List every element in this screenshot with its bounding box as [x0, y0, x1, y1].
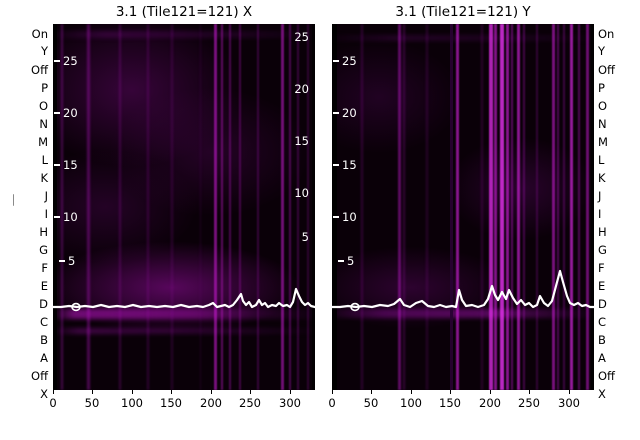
ytick-left-mirror-20: 20	[294, 82, 309, 96]
panel-left: 25 20 15 10 5 0	[53, 24, 315, 390]
ytick-left-25: 25	[63, 54, 78, 68]
cat-left-18: A	[40, 351, 48, 365]
cat-right-17: B	[598, 333, 606, 347]
ytick-left-mirror-10: 10	[294, 186, 309, 200]
cat-left-5: N	[39, 117, 48, 131]
cat-left-14: E	[40, 279, 48, 293]
cat-right-18: A	[598, 351, 606, 365]
ytick-right-25: 25	[342, 54, 357, 68]
xtick-left-200: 200	[200, 396, 222, 410]
ytick-right-10: 10	[342, 210, 357, 224]
cat-left-7: L	[41, 153, 48, 167]
cat-left-11: H	[39, 225, 48, 239]
xtick-right-300: 300	[558, 396, 580, 410]
cat-right-15: D	[598, 297, 607, 311]
xtick-right-200: 200	[479, 396, 501, 410]
cat-left-2: Off	[31, 63, 48, 77]
ytick-right-5: 5	[347, 254, 355, 268]
cat-right-1: Y	[598, 44, 606, 58]
xtick-right-250: 250	[518, 396, 540, 410]
cat-left-10: I	[44, 207, 48, 221]
cat-left-15: D	[39, 297, 48, 311]
cat-right-2: Off	[598, 63, 615, 77]
ytick-right-20: 20	[342, 106, 357, 120]
xtick-right-50: 50	[363, 396, 379, 410]
cat-left-0: On	[31, 27, 48, 41]
ytick-left-mirror-25: 25	[294, 30, 309, 44]
cat-left-16: C	[39, 315, 48, 329]
cat-left-6: M	[38, 135, 48, 149]
cat-right-9: J	[598, 189, 602, 203]
cat-left-4: O	[38, 99, 48, 113]
cat-left-12: G	[39, 243, 48, 257]
xtick-left-150: 150	[160, 396, 182, 410]
cat-left-1: Y	[40, 44, 48, 58]
cat-right-4: O	[598, 99, 608, 113]
ytick-left-5: 5	[68, 254, 76, 268]
xtick-left-100: 100	[121, 396, 143, 410]
ytick-left-mirror-15: 15	[294, 134, 309, 148]
xtick-left-50: 50	[84, 396, 100, 410]
xtick-left-300: 300	[279, 396, 301, 410]
cat-left-8: K	[40, 171, 48, 185]
xtick-right-150: 150	[439, 396, 461, 410]
heatmap-left-image	[53, 24, 315, 390]
cat-left-9: J	[44, 189, 48, 203]
xtick-left-250: 250	[239, 396, 261, 410]
cat-right-14: E	[598, 279, 606, 293]
cat-right-19: Off	[598, 369, 615, 383]
ytick-right-15: 15	[342, 158, 357, 172]
cat-right-7: L	[598, 153, 605, 167]
cat-right-5: N	[598, 117, 607, 131]
cat-right-0: On	[598, 27, 615, 41]
cat-right-13: F	[598, 261, 605, 275]
cat-left-13: F	[41, 261, 48, 275]
trace-left	[53, 287, 315, 312]
ytick-left-20: 20	[63, 106, 78, 120]
cat-right-12: G	[598, 243, 607, 257]
ytick-left-15: 15	[63, 158, 78, 172]
heatmap-left: 25 20 15 10 5 0	[53, 24, 315, 390]
panel-title-right: 3.1 (Tile121=121) Y	[395, 4, 531, 20]
heatmap-right-streaks	[332, 24, 594, 390]
ytick-left-mirror-5: 5	[301, 230, 309, 244]
xtick-left-0: 0	[49, 396, 57, 410]
heatmap-left-streaks	[53, 24, 315, 390]
heatmap-left-bands	[53, 24, 315, 390]
cat-right-8: K	[598, 171, 606, 185]
cat-right-10: I	[598, 207, 602, 221]
cat-right-20: X	[598, 387, 606, 401]
cat-right-3: P	[598, 81, 605, 95]
heatmap-right-bands	[332, 24, 594, 390]
panel-title-left: 3.1 (Tile121=121) X	[115, 4, 253, 20]
cat-left-20: X	[40, 387, 48, 401]
xtick-right-0: 0	[328, 396, 336, 410]
heatmap-right: 25 20 15 10 5	[332, 24, 594, 390]
heatmap-right-image	[332, 24, 594, 390]
cat-left-17: B	[40, 333, 48, 347]
cat-right-11: H	[598, 225, 607, 239]
cat-right-16: C	[598, 315, 607, 329]
cat-left-19: Off	[31, 369, 48, 383]
cat-right-6: M	[598, 135, 608, 149]
panel-right: 25 20 15 10 5	[332, 24, 594, 390]
xtick-right-100: 100	[400, 396, 422, 410]
cat-left-3: P	[41, 81, 48, 95]
trace-right	[332, 269, 594, 312]
ytick-left-10: 10	[63, 210, 78, 224]
